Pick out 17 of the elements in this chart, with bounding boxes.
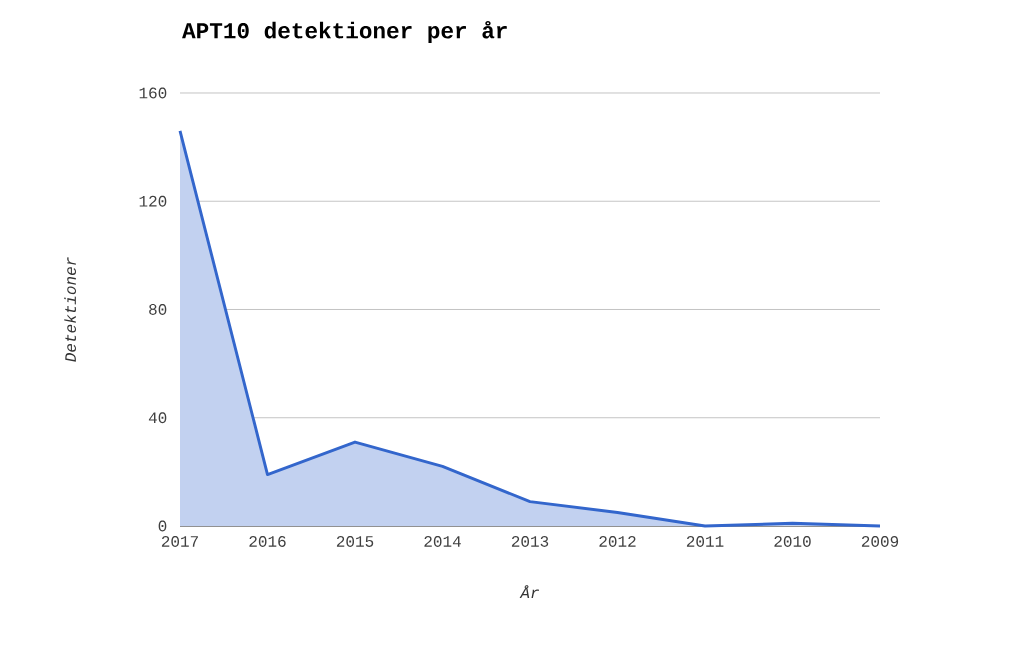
y-tick-label: 80 <box>149 304 167 315</box>
y-tick-label: 40 <box>148 412 167 424</box>
x-tick-label: 2013 <box>511 536 549 547</box>
x-tick-label: 2010 <box>774 536 811 547</box>
x-tick-label: 2012 <box>599 536 636 547</box>
x-tick-label: 2017 <box>161 536 198 547</box>
x-tick-label: 2016 <box>249 536 286 547</box>
y-tick-label: 160 <box>139 87 167 99</box>
x-tick-label: 2011 <box>686 536 724 547</box>
y-axis-title: Detektioner <box>64 257 76 362</box>
y-tick-label: 0 <box>158 520 167 532</box>
y-tick-label: 120 <box>139 195 167 207</box>
chart-title: APT10 detektioner per år <box>182 21 507 43</box>
x-axis-title: År <box>519 585 539 599</box>
x-tick-label: 2014 <box>424 536 461 547</box>
x-tick-label: 2015 <box>336 536 374 547</box>
x-tick-label: 2009 <box>861 536 899 547</box>
